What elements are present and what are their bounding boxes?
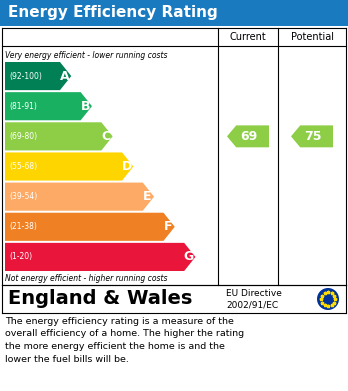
Polygon shape bbox=[5, 152, 133, 181]
Text: EU Directive
2002/91/EC: EU Directive 2002/91/EC bbox=[226, 289, 282, 309]
Text: A: A bbox=[60, 70, 69, 83]
Text: 69: 69 bbox=[240, 130, 258, 143]
Polygon shape bbox=[5, 183, 154, 211]
Text: (21-38): (21-38) bbox=[9, 222, 37, 231]
Text: The energy efficiency rating is a measure of the
overall efficiency of a home. T: The energy efficiency rating is a measur… bbox=[5, 317, 244, 364]
Text: (69-80): (69-80) bbox=[9, 132, 37, 141]
Text: (1-20): (1-20) bbox=[9, 253, 32, 262]
Text: E: E bbox=[143, 190, 151, 203]
Polygon shape bbox=[227, 126, 269, 147]
Text: Potential: Potential bbox=[291, 32, 333, 42]
Text: England & Wales: England & Wales bbox=[8, 289, 192, 308]
Text: Current: Current bbox=[230, 32, 266, 42]
Text: (55-68): (55-68) bbox=[9, 162, 37, 171]
Circle shape bbox=[317, 288, 339, 310]
Text: Very energy efficient - lower running costs: Very energy efficient - lower running co… bbox=[5, 51, 167, 60]
Text: F: F bbox=[164, 220, 172, 233]
Polygon shape bbox=[5, 92, 92, 120]
Text: 75: 75 bbox=[304, 130, 322, 143]
Polygon shape bbox=[5, 243, 196, 271]
Text: C: C bbox=[101, 130, 110, 143]
Text: Energy Efficiency Rating: Energy Efficiency Rating bbox=[8, 5, 218, 20]
Polygon shape bbox=[5, 62, 71, 90]
Polygon shape bbox=[5, 213, 175, 241]
Text: D: D bbox=[121, 160, 132, 173]
Text: (81-91): (81-91) bbox=[9, 102, 37, 111]
Polygon shape bbox=[5, 122, 113, 151]
Text: (92-100): (92-100) bbox=[9, 72, 42, 81]
Text: G: G bbox=[183, 250, 194, 264]
Text: (39-54): (39-54) bbox=[9, 192, 37, 201]
Text: B: B bbox=[80, 100, 90, 113]
Polygon shape bbox=[291, 126, 333, 147]
Text: Not energy efficient - higher running costs: Not energy efficient - higher running co… bbox=[5, 274, 167, 283]
Bar bbox=[0, 0, 348, 26]
Bar bbox=[2, 285, 346, 313]
